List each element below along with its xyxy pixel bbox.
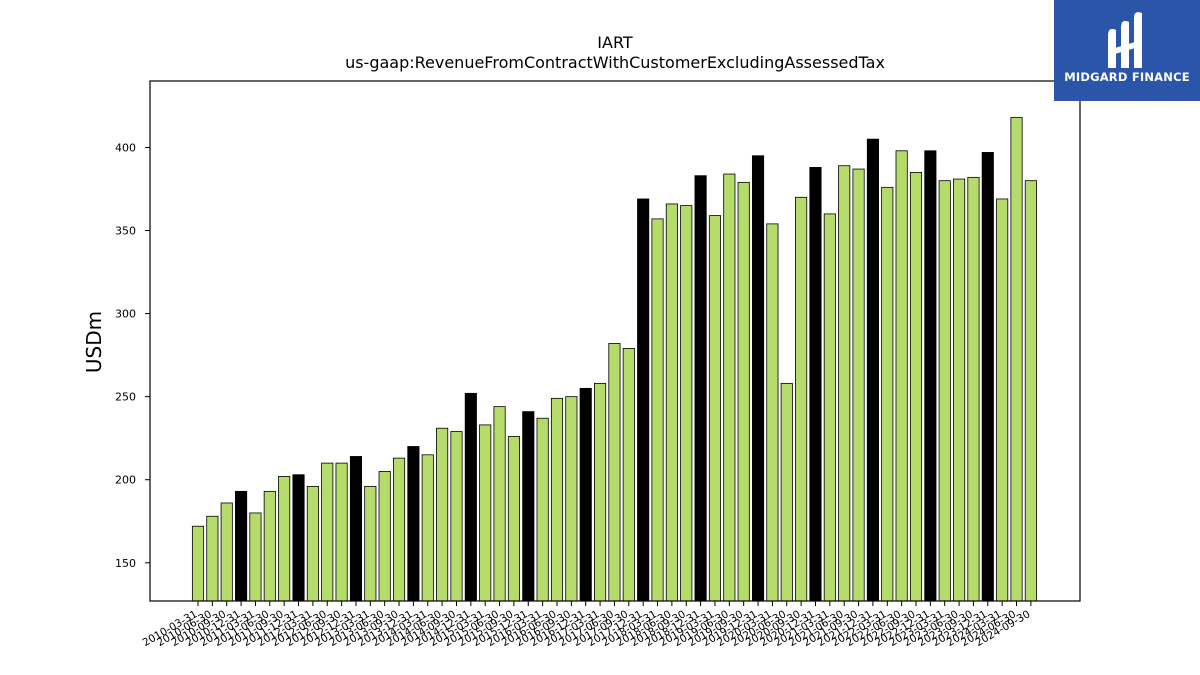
bar-2022-03-31 [881,186,894,602]
chart-title: IART [597,33,633,52]
bar-2013-09-30 [392,457,406,602]
bar-2010-12-31 [235,490,248,602]
bar-2016-03-31 [536,417,549,602]
bar-2018-06-30 [665,203,678,602]
y-tick-label: 200 [115,474,136,487]
bar-2017-12-31 [637,198,650,602]
bar-2016-09-30 [565,396,578,602]
bar-2015-12-31 [522,411,535,602]
bar-2022-06-30 [895,150,908,602]
bar-2021-09-30 [852,168,865,602]
bar-2012-03-31 [306,485,319,602]
bar-2023-03-31 [938,180,951,602]
bar-2010-06-30 [206,515,219,602]
bar-2018-03-31 [651,218,664,602]
chart-subtitle: us-gaap:RevenueFromContractWithCustomerE… [345,53,885,72]
logo: MIDGARD FINANCE [1054,0,1200,101]
bar-2023-06-30 [953,178,966,602]
y-tick-label: 350 [115,225,136,238]
bar-2014-12-31 [464,392,477,602]
bar-2011-12-31 [292,474,305,602]
bar-2014-06-30 [436,427,449,602]
bar-2012-12-31 [349,456,363,602]
bar-2011-09-30 [278,475,291,602]
bar-2020-09-30 [795,196,808,602]
bar-2020-03-31 [766,223,779,602]
bar-2019-03-31 [708,215,722,602]
bar-2015-03-31 [479,424,492,602]
bar-2023-12-31 [981,152,994,602]
bar-2012-09-30 [335,462,348,602]
midgard-logo-icon [1108,12,1142,69]
bar-2011-03-31 [249,512,262,602]
bar-2016-06-30 [550,397,564,602]
y-axis-label: USDm [82,311,106,373]
bar-2014-09-30 [450,431,463,602]
bar-2021-12-31 [866,138,879,602]
bar-2024-06-30 [1010,117,1023,602]
bar-2024-03-31 [996,198,1009,602]
bar-2020-12-31 [809,166,822,602]
bar-2017-09-30 [622,348,635,602]
bar-2018-12-31 [694,175,707,602]
bar-2014-03-31 [421,454,434,602]
y-tick-label: 400 [115,141,136,154]
y-tick-label: 300 [115,308,136,321]
bar-2022-09-30 [909,171,923,602]
bar-2010-09-30 [220,502,233,602]
bar-2021-06-30 [838,165,851,602]
x-axis: 2010-03-312010-06-302010-09-302010-12-31… [141,601,1032,649]
bar-2011-06-30 [263,490,276,602]
bar-2012-06-30 [321,462,334,602]
bar-2018-09-30 [680,205,693,602]
bar-2017-06-30 [608,343,621,602]
bar-2015-09-30 [507,436,520,602]
logo-text: MIDGARD FINANCE [1064,70,1190,84]
bar-2010-03-31 [191,525,205,602]
bar-2020-06-30 [780,382,793,602]
bar-2019-09-30 [737,181,750,602]
bar-2021-03-31 [823,213,836,602]
bar-2016-12-31 [579,387,592,602]
y-tick-label: 150 [115,557,136,570]
bar-2013-06-30 [378,471,391,602]
bar-2023-09-30 [967,176,980,602]
plot-frame [149,80,1081,602]
bar-2022-12-31 [924,150,937,602]
bar-2024-09-30 [1024,180,1037,602]
bar-2019-12-31 [751,155,765,602]
bar-2019-06-30 [723,173,736,602]
y-tick-label: 250 [115,391,136,404]
y-axis: 150 200 250 300 350 400 [115,141,150,570]
bar-2015-06-30 [493,406,506,602]
bar-2013-03-31 [364,485,377,602]
bar-group [191,117,1037,602]
bar-2013-12-31 [407,446,420,602]
bar-2017-03-31 [594,382,607,602]
